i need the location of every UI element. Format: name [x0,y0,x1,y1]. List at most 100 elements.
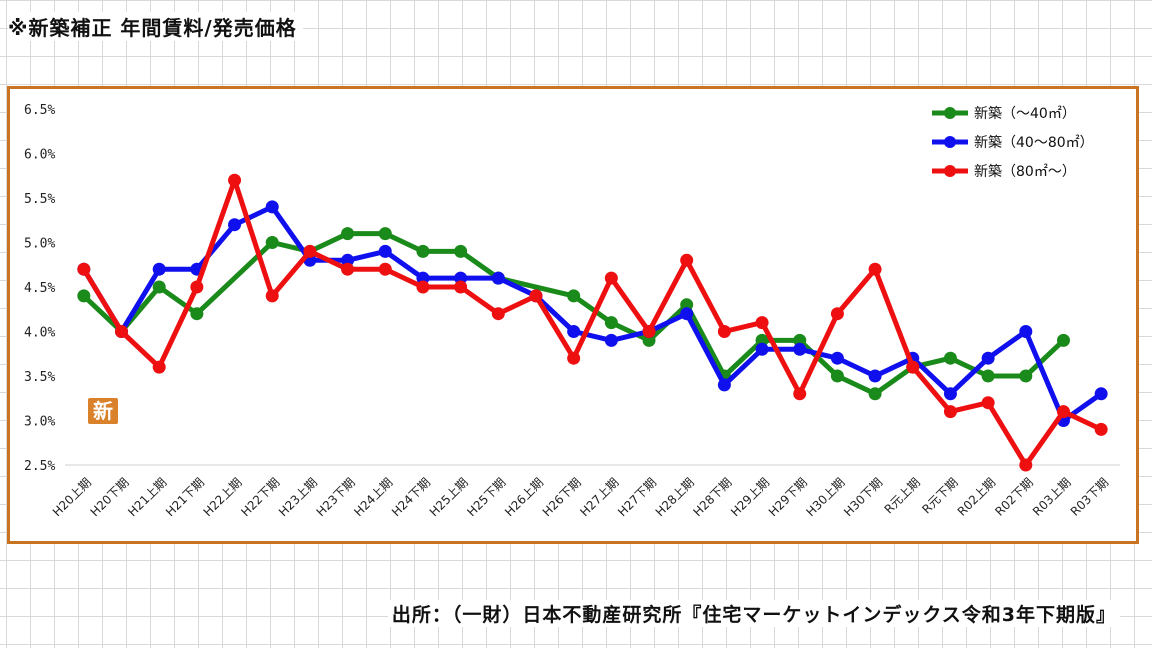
data-point [604,316,618,330]
data-point [378,244,392,258]
x-tick-label: H29上期 [728,475,772,519]
data-point [680,253,694,267]
legend-swatch-marker [944,107,956,119]
y-tick-label: 4.0% [24,326,55,341]
data-point [717,378,731,392]
series-3 [77,173,1108,472]
x-tick-label: H26下期 [540,475,584,519]
data-point [529,289,543,303]
y-tick-label: 2.5% [24,459,55,474]
data-point [454,244,468,258]
x-tick-label: H27上期 [577,475,621,519]
x-tick-label: H22上期 [201,475,245,519]
source-note: 出所：（一財）日本不動産研究所『住宅マーケットインデックス令和3年下期版』 [387,600,1120,627]
data-point [793,342,807,356]
x-tick-label: R元下期 [919,475,960,516]
x-tick-label: R03上期 [1030,475,1074,519]
data-point [77,262,91,276]
x-tick-label: H20上期 [50,475,94,519]
data-point [1019,369,1033,383]
data-point [152,360,166,374]
x-tick-label: H26上期 [502,475,546,519]
y-tick-label: 5.0% [24,237,55,252]
x-tick-label: H22下期 [238,475,282,519]
legend-swatch-marker [944,165,956,177]
data-point [265,236,279,249]
data-point [981,351,995,365]
line-chart: 6.5% 6.0% 5.5% 5.0% 4.5% 4.0% 3.5% 3.0% 2.5%H20上… [24,103,1120,519]
data-point [830,369,844,383]
x-tick-label: H21下期 [163,475,207,519]
data-point [77,289,91,303]
data-point [1019,325,1033,338]
data-point [190,280,204,294]
x-tick-label: H29下期 [766,475,810,519]
data-point [228,218,242,232]
data-point [303,244,317,258]
data-point [793,387,807,401]
x-tick-label: H28下期 [690,475,734,519]
data-point [152,262,166,276]
data-point [378,262,392,276]
x-tick-label: H21上期 [125,475,169,519]
y-tick-label: 5.5% [24,192,55,207]
x-tick-label: H24下期 [389,475,433,519]
series-line [81,177,1104,468]
series-line [81,204,1104,423]
data-point [1094,422,1108,436]
x-tick-label: H23下期 [314,475,358,519]
data-point [604,271,618,285]
page-title: ※新築補正 年間賃料/発売価格 [8,12,303,41]
data-point [943,387,957,401]
data-point [1094,387,1108,401]
data-point [567,289,581,303]
x-tick-label: H24上期 [351,475,395,519]
data-point [115,325,129,338]
data-point [868,262,882,276]
data-point [604,333,618,347]
x-tick-label: H27下期 [615,475,659,519]
legend-item: 新築（40～80㎡） [932,135,1094,151]
data-point [943,405,957,419]
x-tick-label: R03下期 [1068,475,1112,519]
data-point [152,280,166,294]
x-tick-label: R02上期 [955,475,999,519]
y-tick-label: 6.0% [24,148,55,163]
data-point [717,325,731,338]
new-badge-icon: 新 [88,398,118,424]
x-tick-label: H23上期 [276,475,320,519]
data-point [228,173,242,187]
chart-frame: 6.5% 6.0% 5.5% 5.0% 4.5% 4.0% 3.5% 3.0% 2.5% H20上… [7,86,1139,544]
data-point [491,271,505,285]
data-point [416,280,430,294]
data-point [265,289,279,303]
x-tick-label: H20下期 [88,475,132,519]
data-point [190,307,204,321]
data-point [830,351,844,365]
data-point [680,298,694,312]
data-point [1056,405,1070,419]
data-point [491,307,505,321]
data-point [416,244,430,258]
y-tick-label: 6.5% [24,103,55,118]
data-point [416,271,430,285]
data-point [454,280,468,294]
y-tick-label: 3.5% [24,370,55,385]
x-tick-label: H30上期 [803,475,847,519]
data-point [1019,458,1033,472]
x-tick-label: H25下期 [464,475,508,519]
data-point [341,262,355,276]
x-tick-label: R02下期 [992,475,1036,519]
data-point [642,325,656,338]
data-point [1056,333,1070,347]
x-tick-label: R元上期 [882,475,923,516]
data-point [868,387,882,401]
y-tick-label: 3.0% [24,415,55,430]
data-point [755,333,769,347]
x-tick-label: H25上期 [427,475,471,519]
legend-label: 新築（80㎡～） [974,164,1076,180]
data-point [981,396,995,410]
data-point [755,316,769,330]
data-point [265,200,279,214]
x-tick-label: H30下期 [841,475,885,519]
